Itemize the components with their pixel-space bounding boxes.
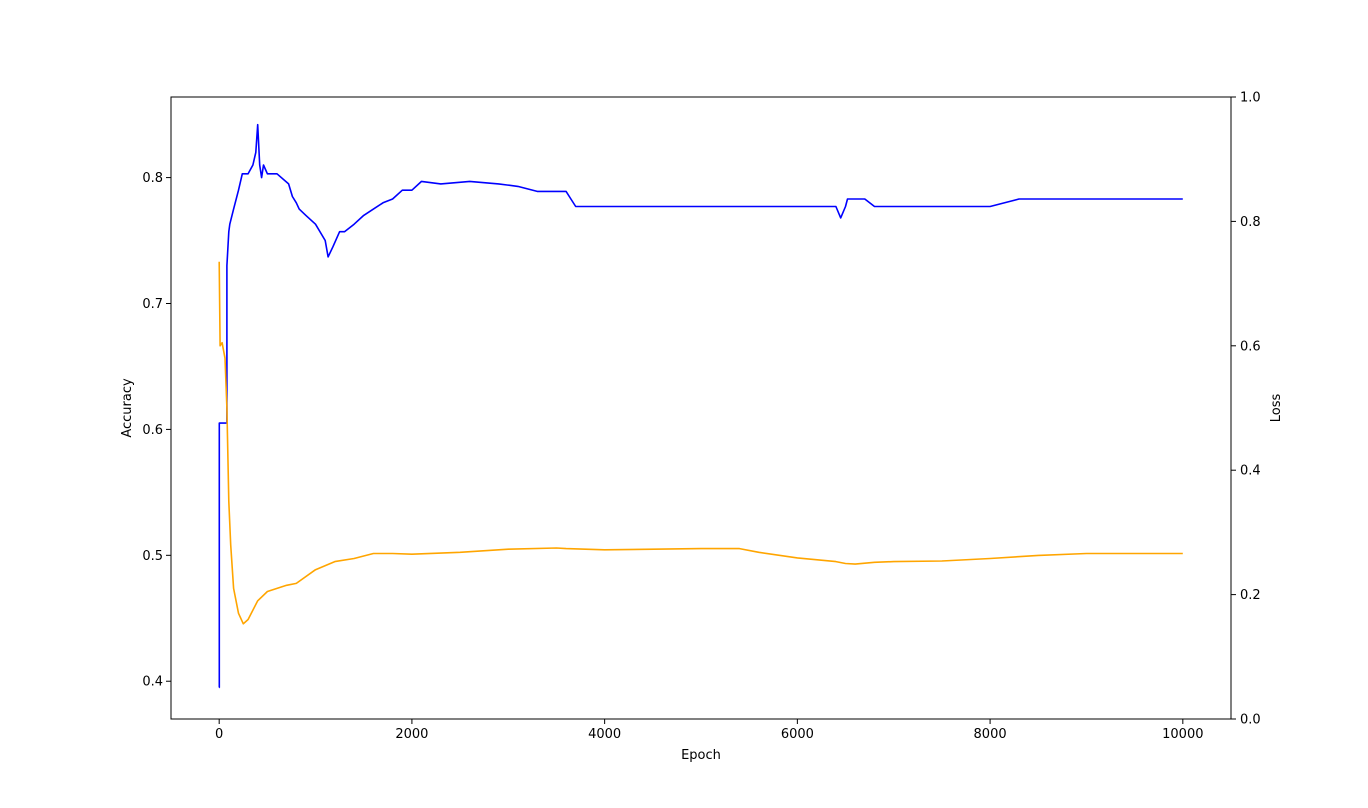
y-left-tick-label: 0.4: [142, 675, 163, 690]
y-right-axis: 0.0 0.2 0.4 0.6 0.8 1.0: [1231, 91, 1261, 728]
x-tick-label: 0: [215, 727, 223, 742]
x-tick-label: 4000: [588, 727, 621, 742]
loss-line: [218, 261, 1183, 625]
x-tick-label: 6000: [781, 727, 814, 742]
x-axis-title: Epoch: [681, 748, 721, 763]
y-right-tick-label: 1.0: [1240, 91, 1261, 106]
x-tick-label: 8000: [974, 727, 1007, 742]
y-right-axis-title: Loss: [1269, 394, 1284, 423]
accuracy-line: [218, 123, 1183, 689]
y-left-axis: 0.4 0.5 0.6 0.7 0.8: [142, 171, 171, 690]
y-right-tick-label: 0.0: [1240, 713, 1261, 728]
y-right-tick-label: 0.2: [1240, 588, 1261, 603]
plot-frame: [170, 96, 1232, 720]
x-tick-label: 10000: [1162, 727, 1203, 742]
y-left-tick-label: 0.8: [142, 171, 163, 186]
y-left-tick-label: 0.6: [142, 423, 163, 438]
y-right-tick-label: 0.4: [1240, 464, 1261, 479]
y-left-tick-label: 0.7: [142, 297, 163, 312]
x-axis: 0 2000 4000 6000 8000 10000: [215, 719, 1203, 742]
y-left-axis-title: Accuracy: [120, 378, 135, 438]
plot-area: [218, 123, 1183, 689]
x-tick-label: 2000: [395, 727, 428, 742]
y-right-tick-label: 0.6: [1240, 339, 1261, 354]
y-right-tick-label: 0.8: [1240, 215, 1261, 230]
y-left-tick-label: 0.5: [142, 549, 163, 564]
